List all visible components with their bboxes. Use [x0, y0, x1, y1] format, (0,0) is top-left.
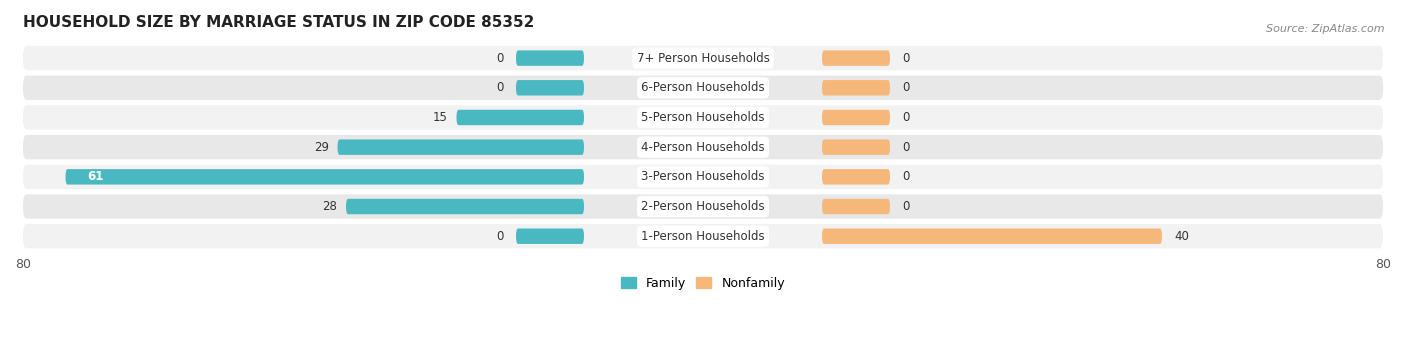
FancyBboxPatch shape — [22, 194, 1384, 219]
Text: 0: 0 — [903, 140, 910, 154]
Text: 4-Person Households: 4-Person Households — [641, 140, 765, 154]
Text: 28: 28 — [322, 200, 337, 213]
Text: 0: 0 — [903, 170, 910, 183]
Text: Source: ZipAtlas.com: Source: ZipAtlas.com — [1267, 24, 1385, 34]
FancyBboxPatch shape — [823, 110, 890, 125]
FancyBboxPatch shape — [346, 199, 583, 214]
FancyBboxPatch shape — [22, 46, 1384, 70]
Text: 15: 15 — [433, 111, 449, 124]
FancyBboxPatch shape — [22, 135, 1384, 159]
FancyBboxPatch shape — [516, 50, 583, 66]
Text: 0: 0 — [496, 230, 503, 243]
FancyBboxPatch shape — [22, 105, 1384, 130]
Text: 40: 40 — [1175, 230, 1189, 243]
Text: 0: 0 — [496, 51, 503, 64]
Text: 6-Person Households: 6-Person Households — [641, 81, 765, 94]
FancyBboxPatch shape — [823, 228, 1161, 244]
FancyBboxPatch shape — [823, 169, 890, 184]
Text: 61: 61 — [87, 170, 103, 183]
Text: 5-Person Households: 5-Person Households — [641, 111, 765, 124]
Text: HOUSEHOLD SIZE BY MARRIAGE STATUS IN ZIP CODE 85352: HOUSEHOLD SIZE BY MARRIAGE STATUS IN ZIP… — [22, 15, 534, 30]
Text: 0: 0 — [903, 81, 910, 94]
Text: 0: 0 — [903, 51, 910, 64]
FancyBboxPatch shape — [516, 228, 583, 244]
FancyBboxPatch shape — [22, 76, 1384, 100]
FancyBboxPatch shape — [823, 50, 890, 66]
FancyBboxPatch shape — [516, 80, 583, 95]
FancyBboxPatch shape — [22, 224, 1384, 248]
Legend: Family, Nonfamily: Family, Nonfamily — [616, 272, 790, 295]
FancyBboxPatch shape — [823, 139, 890, 155]
FancyBboxPatch shape — [22, 165, 1384, 189]
Text: 29: 29 — [314, 140, 329, 154]
Text: 1-Person Households: 1-Person Households — [641, 230, 765, 243]
Text: 3-Person Households: 3-Person Households — [641, 170, 765, 183]
Text: 0: 0 — [903, 111, 910, 124]
FancyBboxPatch shape — [457, 110, 583, 125]
FancyBboxPatch shape — [823, 80, 890, 95]
Text: 2-Person Households: 2-Person Households — [641, 200, 765, 213]
FancyBboxPatch shape — [823, 199, 890, 214]
Text: 0: 0 — [903, 200, 910, 213]
FancyBboxPatch shape — [66, 169, 583, 184]
Text: 0: 0 — [496, 81, 503, 94]
FancyBboxPatch shape — [337, 139, 583, 155]
Text: 7+ Person Households: 7+ Person Households — [637, 51, 769, 64]
